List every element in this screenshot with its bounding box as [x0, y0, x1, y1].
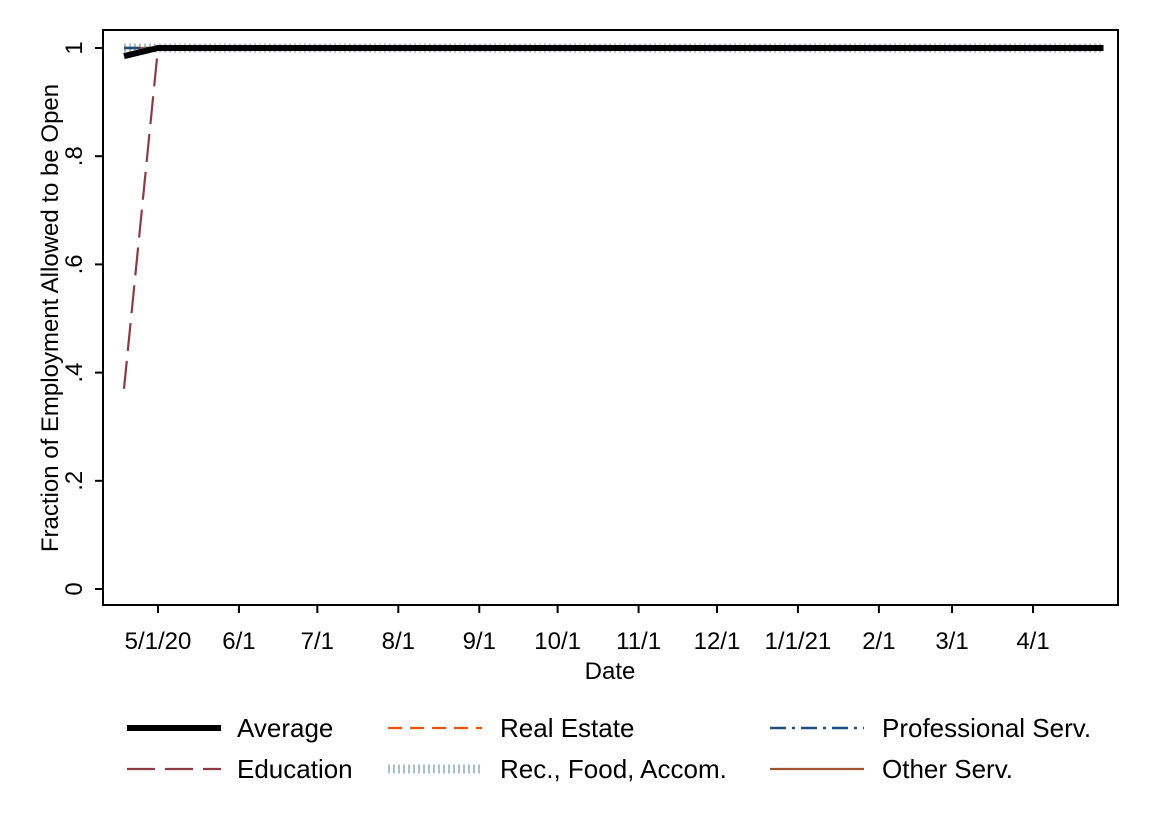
y-tick-label: .6: [61, 254, 88, 274]
x-tick-label: 2/1: [862, 628, 895, 655]
legend-label: Average: [237, 713, 333, 743]
y-axis: 0 .2 .4 .6 .8 1: [61, 30, 104, 605]
series-line-education: [122, 46, 1104, 389]
x-tick-label: 9/1: [463, 628, 496, 655]
x-tick-label: 3/1: [935, 628, 968, 655]
legend-label: Education: [237, 754, 353, 784]
legend: Average Real Estate Professional Serv. Educ…: [127, 713, 1091, 784]
x-axis: 5/1/20 6/1 7/1 8/1 9/1 10/1 11/1 12/1 1/1/21 2/1 3…: [103, 604, 1118, 655]
plot-frame: [102, 29, 1119, 606]
y-axis-title: Fraction of Employment Allowed to be Ope…: [37, 84, 64, 552]
legend-label: Rec., Food, Accom.: [500, 754, 727, 784]
x-tick-label: 11/1: [616, 628, 661, 655]
x-tick-label: 1/1/21: [765, 628, 832, 655]
y-tick-label: 0: [61, 582, 88, 595]
y-tick-label: .2: [61, 471, 88, 491]
x-tick-label: 7/1: [301, 628, 334, 655]
legend-label: Real Estate: [500, 713, 634, 743]
x-tick-label: 8/1: [382, 628, 415, 655]
x-tick-label: 10/1: [534, 628, 581, 655]
x-tick-label: 5/1/20: [125, 628, 192, 655]
x-tick-label: 6/1: [222, 628, 255, 655]
y-tick-label: 1: [61, 41, 88, 54]
legend-label: Other Serv.: [882, 754, 1013, 784]
x-tick-label: 4/1: [1016, 628, 1049, 655]
x-axis-title: Date: [585, 658, 636, 685]
series-layer: [122, 43, 1104, 389]
legend-label: Professional Serv.: [882, 713, 1091, 743]
y-tick-label: .8: [61, 146, 88, 166]
x-tick-label: 12/1: [694, 628, 741, 655]
y-tick-label: .4: [61, 363, 88, 383]
series-line-average: [123, 45, 1104, 60]
